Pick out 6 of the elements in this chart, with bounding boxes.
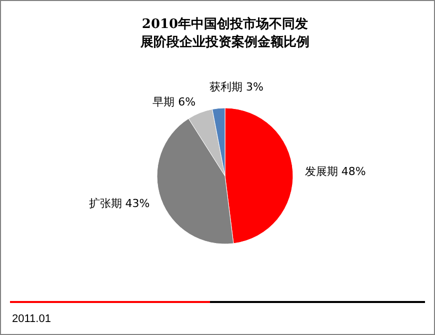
slice-label: 发展期 48% [304, 164, 366, 178]
slice-label: 获利期 3% [209, 80, 264, 94]
chart-title: 2010年中国创投市场不同发展阶段企业投资案例金额比例 [140, 16, 310, 50]
slice-label: 早期 6% [152, 96, 196, 109]
text: 2011.01 [12, 313, 51, 325]
slice-label: 扩张期 43% [88, 197, 150, 210]
